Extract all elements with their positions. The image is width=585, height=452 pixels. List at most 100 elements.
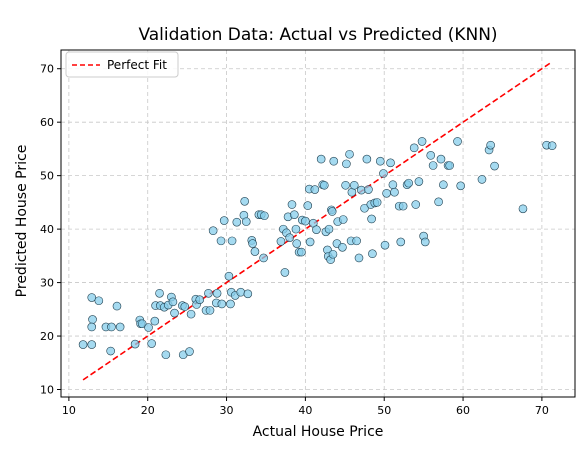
data-point [396, 237, 406, 247]
data-point [130, 339, 140, 349]
data-point [328, 249, 338, 259]
plot-frame [60, 49, 576, 398]
data-point [329, 156, 339, 166]
data-point [375, 156, 385, 166]
data-point [445, 161, 454, 170]
data-point [232, 217, 242, 227]
y-tick-label: 10 [40, 384, 54, 397]
data-point [224, 271, 234, 281]
data-point [106, 346, 115, 356]
y-tick-label: 50 [40, 170, 54, 183]
data-point [170, 308, 179, 318]
data-point [349, 180, 359, 190]
legend: Perfect Fit [65, 51, 179, 78]
data-point [324, 224, 334, 234]
data-point [342, 159, 351, 169]
x-tick-label: 40 [298, 404, 312, 417]
data-point [382, 188, 391, 198]
data-point [320, 180, 329, 190]
data-point [417, 137, 427, 146]
data-point [115, 322, 125, 332]
data-point [280, 268, 290, 277]
data-point [250, 247, 260, 256]
data-point [428, 161, 438, 170]
data-point [219, 216, 229, 225]
data-point [216, 236, 226, 246]
data-point [240, 197, 249, 206]
x-tick-label: 10 [62, 404, 76, 417]
data-point [147, 339, 156, 348]
data-point [456, 181, 465, 191]
y-tick-label: 20 [40, 330, 54, 343]
data-point [409, 143, 419, 153]
y-axis-ticks: 10 20 30 40 50 60 70 [40, 63, 61, 397]
data-point [291, 224, 301, 234]
x-tick-label: 20 [141, 404, 155, 417]
data-point [310, 185, 320, 194]
data-point [94, 296, 104, 306]
data-point [241, 217, 251, 226]
data-point [212, 288, 222, 298]
data-point [285, 233, 294, 242]
data-point [398, 201, 408, 211]
data-point [305, 237, 315, 247]
data-point [490, 161, 499, 171]
data-point [204, 288, 213, 298]
x-tick-label: 60 [456, 404, 470, 417]
data-point [287, 200, 297, 209]
data-point [390, 187, 399, 197]
chart-title: Validation Data: Actual vs Predicted (KN… [138, 25, 497, 45]
y-tick-label: 30 [40, 277, 54, 290]
data-point [78, 340, 88, 349]
data-point [180, 302, 190, 311]
y-tick-label: 60 [40, 116, 54, 129]
data-point [426, 151, 436, 160]
data-point [260, 211, 269, 221]
x-tick-label: 70 [535, 404, 549, 417]
data-point [360, 203, 369, 213]
data-point [338, 215, 348, 224]
data-point [338, 242, 347, 252]
data-point [364, 185, 373, 194]
data-point [439, 180, 448, 190]
data-point [276, 237, 286, 246]
data-point [208, 226, 218, 236]
data-point [386, 158, 395, 168]
data-point [312, 225, 321, 234]
data-point [155, 288, 164, 298]
data-point [380, 240, 390, 250]
x-tick-label: 50 [377, 404, 391, 417]
data-point [372, 198, 382, 207]
data-point [290, 210, 299, 219]
data-point [226, 299, 235, 309]
data-point [248, 239, 257, 248]
data-point [341, 180, 350, 190]
data-point [414, 177, 424, 186]
data-point [205, 306, 215, 315]
data-point [420, 237, 430, 247]
data-point [486, 140, 495, 150]
data-point [292, 239, 302, 248]
x-axis-ticks: 10 20 30 40 50 60 70 [62, 397, 549, 417]
data-point [259, 253, 268, 263]
data-point [436, 154, 446, 164]
data-point [87, 340, 97, 349]
data-point [477, 175, 487, 184]
data-point [404, 178, 413, 188]
y-axis-label: Predicted House Price [14, 145, 30, 298]
data-point [144, 323, 153, 332]
data-point [547, 141, 557, 151]
data-point [316, 154, 326, 164]
data-point [453, 137, 462, 146]
data-point [112, 301, 122, 311]
data-point [303, 201, 313, 210]
data-point [354, 253, 364, 263]
x-axis-label: Actual House Price [253, 424, 384, 440]
data-point [327, 207, 337, 216]
data-point [195, 295, 205, 304]
data-point [368, 249, 377, 259]
data-point [243, 289, 253, 299]
data-point [352, 236, 361, 246]
